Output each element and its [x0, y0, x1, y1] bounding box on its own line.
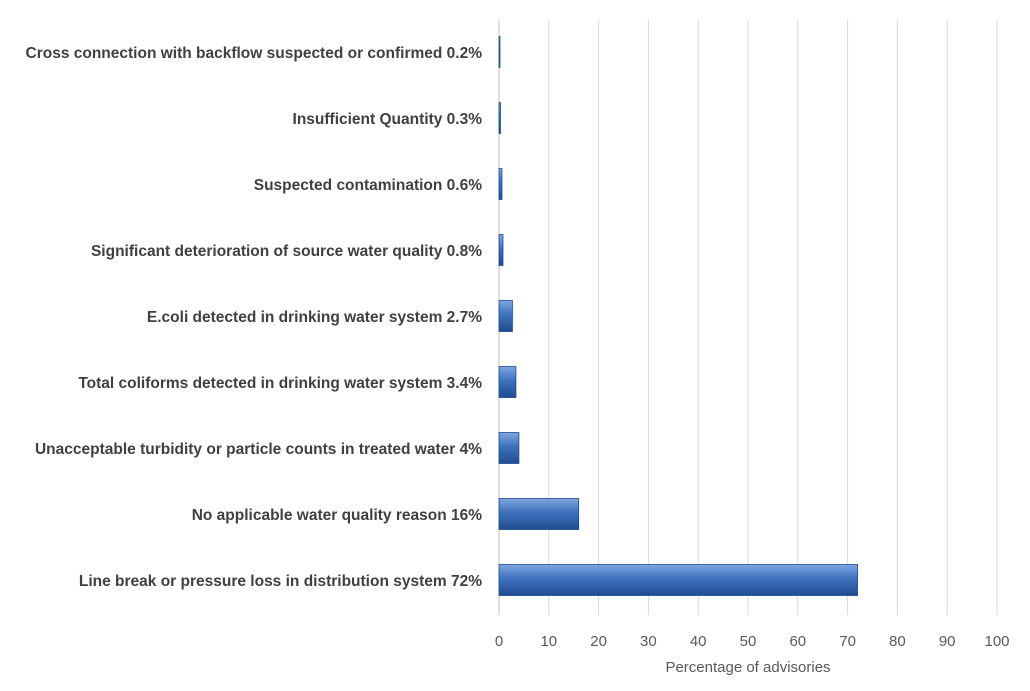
- category-label: Line break or pressure loss in distribut…: [79, 573, 482, 590]
- bar: [498, 366, 517, 398]
- bars: [498, 36, 858, 596]
- x-tick-labels: 0 10 20 30 40 50 60 70 80 90 100: [495, 633, 1010, 650]
- category-label: Total coliforms detected in drinking wat…: [78, 375, 482, 392]
- bar: [498, 36, 501, 68]
- bar: [498, 234, 504, 266]
- category-label: E.coli detected in drinking water system…: [147, 309, 482, 326]
- x-tick-label: 100: [984, 633, 1009, 650]
- bar: [498, 432, 520, 464]
- x-tick-label: 70: [839, 633, 856, 650]
- x-tick-label: 40: [690, 633, 707, 650]
- x-tick-label: 50: [740, 633, 757, 650]
- bar: [498, 564, 858, 596]
- x-tick-label: 30: [640, 633, 657, 650]
- category-labels: Cross connection with backflow suspected…: [26, 45, 483, 590]
- x-tick-label: 60: [789, 633, 806, 650]
- category-label: Insufficient Quantity 0.3%: [293, 111, 483, 128]
- category-label: Unacceptable turbidity or particle count…: [35, 441, 482, 458]
- bar: [498, 498, 580, 530]
- bar: [498, 102, 501, 134]
- category-label: Suspected contamination 0.6%: [254, 177, 482, 194]
- category-label: Significant deterioration of source wate…: [91, 243, 482, 260]
- x-tick-label: 90: [939, 633, 956, 650]
- x-tick-label: 20: [590, 633, 607, 650]
- x-tick-label: 80: [889, 633, 906, 650]
- category-label: No applicable water quality reason 16%: [192, 507, 483, 524]
- x-tick-label: 10: [540, 633, 557, 650]
- bar: [498, 168, 503, 200]
- x-axis-title: Percentage of advisories: [665, 659, 830, 676]
- category-label: Cross connection with backflow suspected…: [26, 45, 483, 62]
- x-tick-label: 0: [495, 633, 503, 650]
- gridlines: [498, 20, 998, 615]
- bar: [498, 300, 513, 332]
